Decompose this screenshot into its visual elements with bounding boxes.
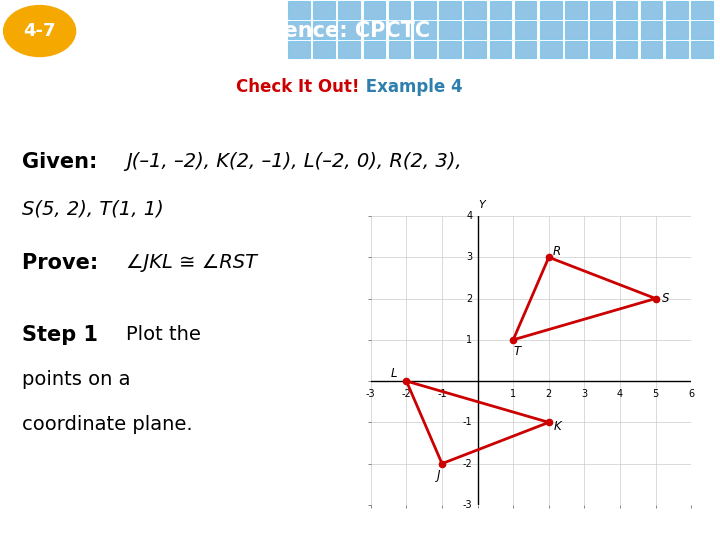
Bar <box>641 1 662 18</box>
Text: -3: -3 <box>366 388 376 399</box>
Bar <box>338 21 360 38</box>
Text: Example 4: Example 4 <box>360 78 463 96</box>
Text: -3: -3 <box>463 500 472 510</box>
Bar <box>666 21 688 38</box>
Text: -1: -1 <box>437 388 447 399</box>
Bar <box>490 41 511 58</box>
Text: T: T <box>513 345 521 358</box>
Bar <box>590 21 612 38</box>
Text: Given:: Given: <box>22 152 104 172</box>
Text: J(–1, –2), K(2, –1), L(–2, 0), R(2, 3),: J(–1, –2), K(2, –1), L(–2, 0), R(2, 3), <box>126 152 462 171</box>
Text: coordinate plane.: coordinate plane. <box>22 415 192 434</box>
Text: Y: Y <box>479 200 485 210</box>
Bar <box>515 21 536 38</box>
Text: Check It Out!: Check It Out! <box>236 78 360 96</box>
Bar <box>414 41 436 58</box>
Bar <box>540 21 562 38</box>
Bar <box>691 21 713 38</box>
Text: points on a: points on a <box>22 370 130 389</box>
Text: L: L <box>391 367 397 380</box>
Bar <box>338 1 360 18</box>
Bar <box>364 41 385 58</box>
Bar <box>389 21 410 38</box>
Text: -2: -2 <box>462 458 472 469</box>
Text: 4: 4 <box>617 388 623 399</box>
Bar <box>364 1 385 18</box>
Text: Holt Mc.Dougal Geometry: Holt Mc.Dougal Geometry <box>11 519 181 532</box>
Bar <box>565 21 587 38</box>
Text: Triangle Congruence: CPCTC: Triangle Congruence: CPCTC <box>97 21 431 41</box>
Bar <box>641 41 662 58</box>
Text: 3: 3 <box>581 388 588 399</box>
Bar <box>338 41 360 58</box>
Text: 3: 3 <box>466 252 472 262</box>
Bar <box>414 21 436 38</box>
Bar <box>616 21 637 38</box>
Text: S(5, 2), T(1, 1): S(5, 2), T(1, 1) <box>22 199 163 218</box>
Text: 1: 1 <box>510 388 516 399</box>
Text: 4-7: 4-7 <box>23 22 56 40</box>
Bar <box>616 41 637 58</box>
Bar <box>439 21 461 38</box>
Text: K: K <box>554 420 562 433</box>
Bar <box>515 1 536 18</box>
Text: Prove:: Prove: <box>22 253 105 273</box>
Text: Plot the: Plot the <box>126 325 201 344</box>
Bar <box>313 41 335 58</box>
Bar <box>666 1 688 18</box>
Text: 6: 6 <box>688 388 694 399</box>
Bar <box>389 1 410 18</box>
Bar <box>364 21 385 38</box>
Text: ∠JKL ≅ ∠RST: ∠JKL ≅ ∠RST <box>126 253 257 272</box>
Text: 2: 2 <box>546 388 552 399</box>
Bar <box>389 41 410 58</box>
Text: -2: -2 <box>402 388 411 399</box>
Bar <box>691 41 713 58</box>
Bar <box>590 41 612 58</box>
Bar <box>414 1 436 18</box>
Bar <box>288 21 310 38</box>
Text: Copyright © by Holt Mc.Dougal. All Rights Reserved.: Copyright © by Holt Mc.Dougal. All Right… <box>452 521 709 531</box>
Bar <box>313 21 335 38</box>
Bar <box>490 1 511 18</box>
Text: S: S <box>662 292 670 305</box>
Text: R: R <box>552 245 561 258</box>
Text: 1: 1 <box>466 335 472 345</box>
Bar <box>439 1 461 18</box>
Text: 4: 4 <box>466 211 472 221</box>
Bar <box>515 41 536 58</box>
Bar <box>313 1 335 18</box>
Bar <box>439 41 461 58</box>
Bar <box>666 41 688 58</box>
Bar <box>691 1 713 18</box>
Text: J: J <box>437 469 440 482</box>
Bar <box>464 1 486 18</box>
Text: -1: -1 <box>463 417 472 427</box>
Bar <box>288 41 310 58</box>
Bar <box>490 21 511 38</box>
Bar <box>540 41 562 58</box>
Bar <box>288 1 310 18</box>
Bar <box>565 41 587 58</box>
Bar <box>565 1 587 18</box>
Text: Step 1: Step 1 <box>22 325 105 345</box>
Bar <box>616 1 637 18</box>
Ellipse shape <box>4 5 76 57</box>
Text: 5: 5 <box>652 388 659 399</box>
Bar <box>464 21 486 38</box>
Bar <box>641 21 662 38</box>
Bar <box>590 1 612 18</box>
Text: 2: 2 <box>466 294 472 303</box>
Bar <box>464 41 486 58</box>
Bar <box>540 1 562 18</box>
